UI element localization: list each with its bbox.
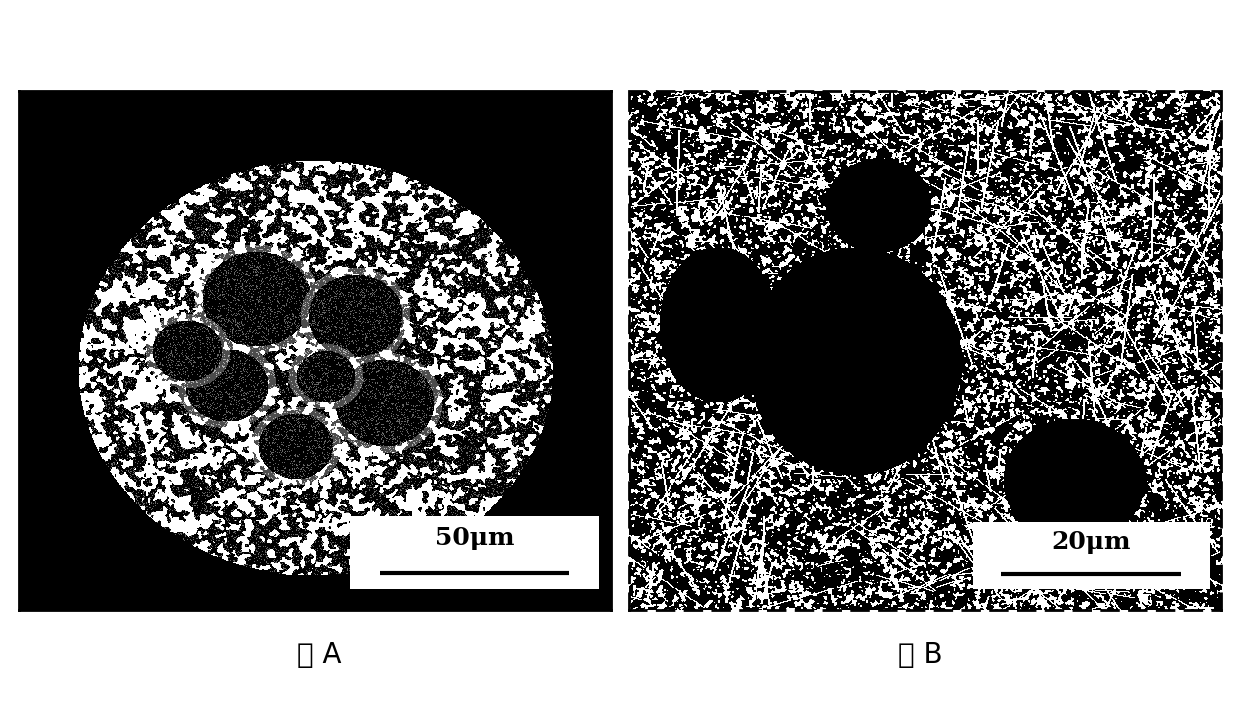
Bar [350, 517, 599, 589]
Text: 图 B: 图 B [899, 641, 942, 669]
Text: 20μm: 20μm [1052, 530, 1131, 554]
Text: 50μm: 50μm [435, 526, 515, 550]
Bar [972, 522, 1209, 589]
Text: 图 A: 图 A [298, 641, 341, 669]
